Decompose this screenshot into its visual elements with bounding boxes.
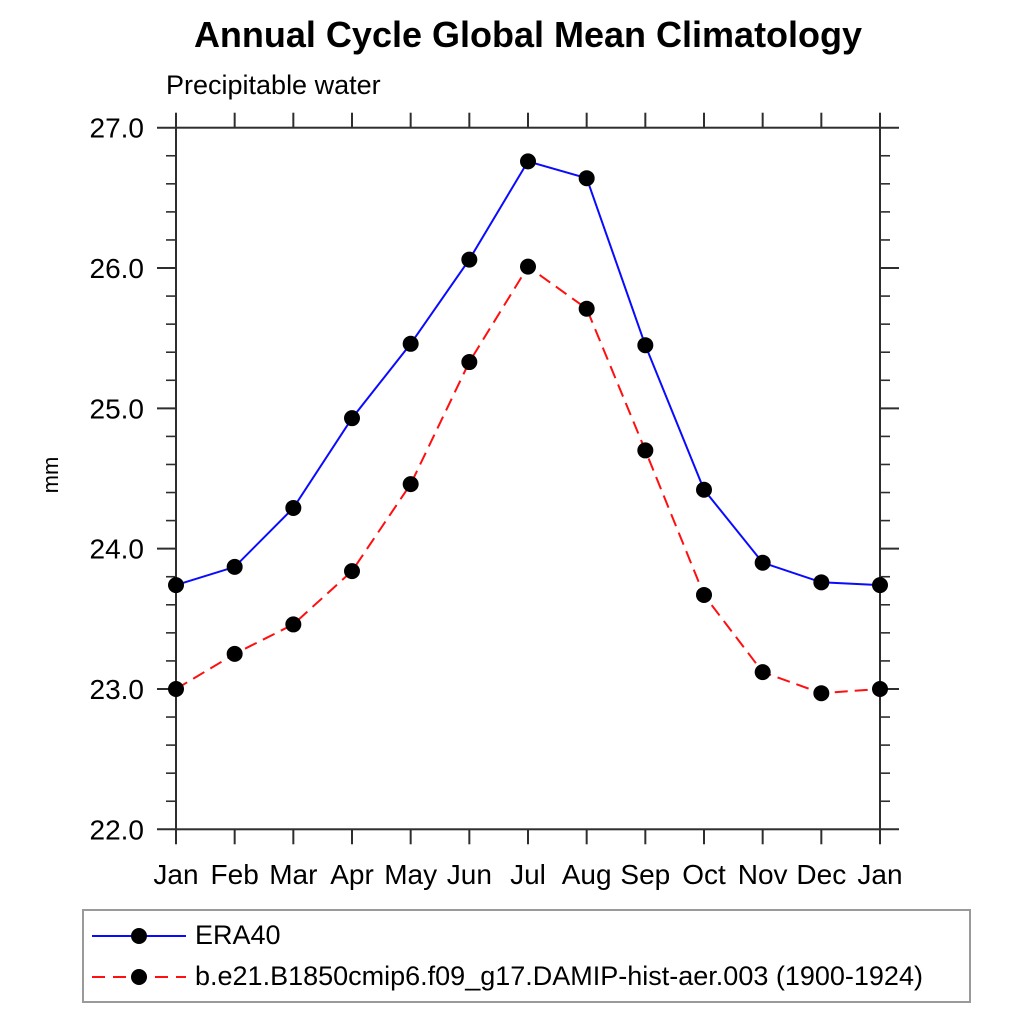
data-point-1 [168, 680, 184, 697]
data-point-0 [813, 574, 830, 591]
x-tick-label: Oct [682, 859, 726, 890]
legend-label: b.e21.B1850cmip6.f09_g17.DAMIP-hist-aer.… [195, 961, 923, 991]
x-tick-label: Sep [620, 859, 670, 890]
data-point-1 [520, 258, 536, 275]
data-point-0 [168, 577, 184, 594]
x-tick-label: Jan [153, 859, 198, 890]
data-point-1 [578, 300, 595, 317]
data-point-0 [226, 558, 243, 575]
data-point-1 [637, 442, 654, 459]
chart-title: Annual Cycle Global Mean Climatology [193, 14, 863, 55]
x-tick-label: Nov [738, 859, 788, 890]
data-point-1 [344, 563, 360, 580]
legend-swatch-dashed-line [92, 968, 186, 985]
data-point-1 [402, 476, 419, 493]
x-tick-label: Dec [796, 859, 846, 890]
legend-marker-dot [131, 968, 147, 985]
x-tick-label: Jan [857, 859, 902, 890]
data-point-0 [461, 251, 478, 268]
data-point-0 [754, 554, 771, 571]
legend-swatch-solid-line [92, 927, 186, 944]
y-tick-label: 27.0 [90, 113, 145, 144]
data-point-0 [578, 170, 595, 187]
data-point-0 [520, 153, 536, 170]
data-point-0 [637, 337, 654, 354]
legend-item-era40: ERA40 [88, 915, 969, 956]
x-tick-label: Apr [330, 859, 374, 890]
data-point-0 [872, 577, 888, 594]
series-line-0 [175, 160, 881, 587]
legend-marker-dot [131, 927, 147, 944]
legend-label: ERA40 [195, 920, 281, 950]
plot-frame [175, 126, 881, 831]
legend-box: ERA40 b.e21.B1850cmip6.f09_g17.DAMIP-his… [82, 909, 971, 1003]
data-point-1 [285, 616, 302, 633]
x-tick-label: Feb [211, 859, 259, 890]
y-tick-label: 25.0 [90, 393, 145, 424]
x-tick-label: Mar [269, 859, 317, 890]
data-point-0 [402, 335, 419, 352]
data-point-1 [461, 354, 478, 371]
y-tick-label: 24.0 [90, 534, 145, 565]
y-tick-label: 26.0 [90, 253, 145, 284]
y-tick-label: 23.0 [90, 674, 145, 705]
x-tick-label: Jul [510, 859, 546, 890]
x-tick-label: May [384, 859, 437, 890]
data-point-1 [754, 664, 771, 681]
x-tick-label: Aug [562, 859, 612, 890]
x-tick-label: Jun [447, 859, 492, 890]
data-point-1 [696, 586, 712, 603]
data-point-0 [285, 499, 302, 516]
data-point-1 [813, 685, 830, 702]
data-point-0 [696, 481, 712, 498]
data-point-0 [344, 410, 360, 427]
series-line-1 [175, 265, 881, 695]
data-point-1 [872, 680, 888, 697]
data-point-1 [226, 645, 243, 662]
y-axis-title: mm [38, 457, 63, 494]
legend-item-model: b.e21.B1850cmip6.f09_g17.DAMIP-hist-aer.… [88, 956, 969, 997]
y-tick-label: 22.0 [90, 814, 145, 845]
chart-subtitle: Precipitable water [166, 70, 381, 100]
